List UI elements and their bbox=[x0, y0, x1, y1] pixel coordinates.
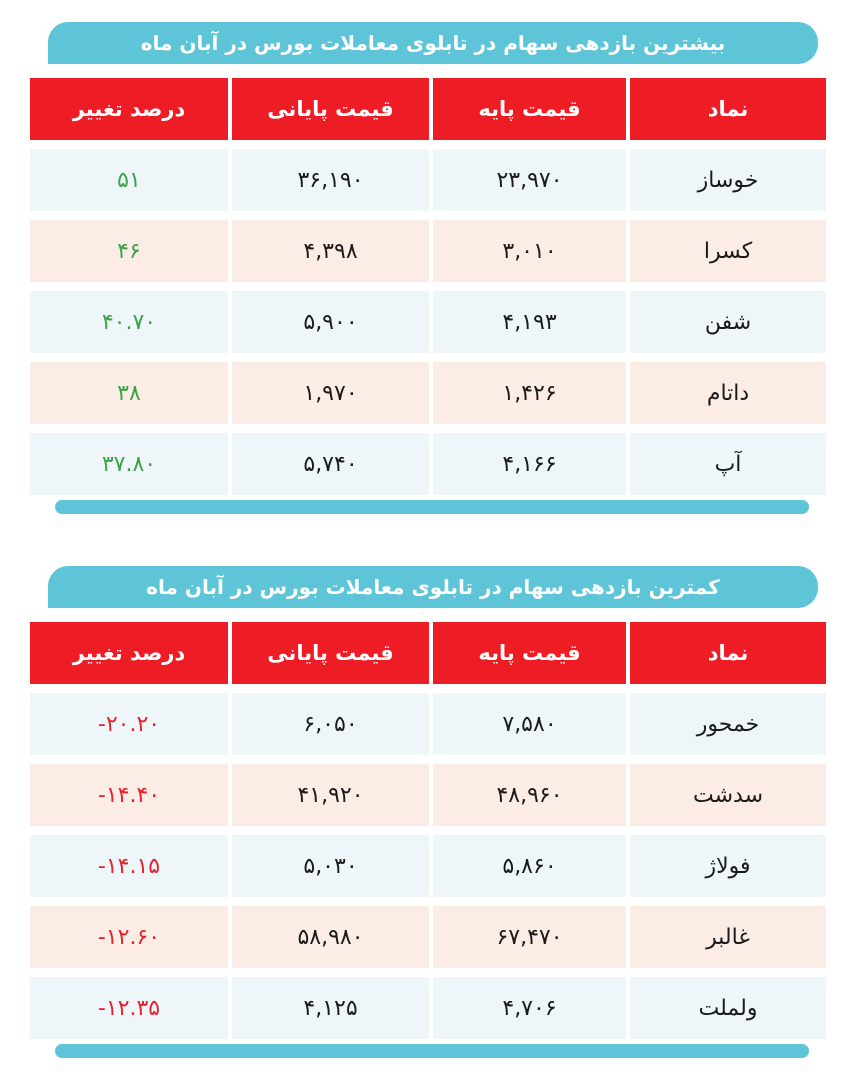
base-price-cell: ۴,۷۰۶ bbox=[433, 977, 626, 1039]
base-price-cell: ۵,۸۶۰ bbox=[433, 835, 626, 897]
close-price-cell: ۱,۹۷۰ bbox=[232, 362, 429, 424]
table-row: خمحور ۷,۵۸۰ ۶,۰۵۰ -۲۰.۲۰ bbox=[30, 693, 826, 755]
table-row: شفن ۴,۱۹۳ ۵,۹۰۰ ۴۰.۷۰ bbox=[30, 291, 826, 353]
table-row: سدشت ۴۸,۹۶۰ ۴۱,۹۲۰ -۱۴.۴۰ bbox=[30, 764, 826, 826]
header-close-price: قیمت پایانی bbox=[232, 78, 429, 140]
close-price-cell: ۵,۷۴۰ bbox=[232, 433, 429, 495]
table-header-row: نماد قیمت پایه قیمت پایانی درصد تغییر bbox=[30, 622, 826, 684]
close-price-cell: ۳۶,۱۹۰ bbox=[232, 149, 429, 211]
base-price-cell: ۴,۱۶۶ bbox=[433, 433, 626, 495]
close-price-cell: ۴,۳۹۸ bbox=[232, 220, 429, 282]
top-table-title: بیشترین بازدهی سهام در تابلوی معاملات بو… bbox=[48, 22, 818, 64]
change-percent-cell: -۱۴.۱۵ bbox=[30, 835, 228, 897]
header-symbol: نماد bbox=[630, 78, 826, 140]
header-change-percent: درصد تغییر bbox=[30, 622, 228, 684]
close-price-cell: ۴,۱۲۵ bbox=[232, 977, 429, 1039]
header-base-price: قیمت پایه bbox=[433, 622, 626, 684]
close-price-cell: ۴۱,۹۲۰ bbox=[232, 764, 429, 826]
header-base-price: قیمت پایه bbox=[433, 78, 626, 140]
symbol-cell: داتام bbox=[630, 362, 826, 424]
table-row: خوساز ۲۳,۹۷۰ ۳۶,۱۹۰ ۵۱ bbox=[30, 149, 826, 211]
close-price-cell: ۵,۰۳۰ bbox=[232, 835, 429, 897]
change-percent-cell: ۳۸ bbox=[30, 362, 228, 424]
symbol-cell: غالبر bbox=[630, 906, 826, 968]
header-change-percent: درصد تغییر bbox=[30, 78, 228, 140]
close-price-cell: ۶,۰۵۰ bbox=[232, 693, 429, 755]
table-header-row: نماد قیمت پایه قیمت پایانی درصد تغییر bbox=[30, 78, 826, 140]
base-price-cell: ۲۳,۹۷۰ bbox=[433, 149, 626, 211]
table-row: کسرا ۳,۰۱۰ ۴,۳۹۸ ۴۶ bbox=[30, 220, 826, 282]
change-percent-cell: ۵۱ bbox=[30, 149, 228, 211]
table-row: ولملت ۴,۷۰۶ ۴,۱۲۵ -۱۲.۳۵ bbox=[30, 977, 826, 1039]
change-percent-cell: ۴۶ bbox=[30, 220, 228, 282]
symbol-cell: فولاژ bbox=[630, 835, 826, 897]
change-percent-cell: -۱۲.۶۰ bbox=[30, 906, 228, 968]
table-row: غالبر ۶۷,۴۷۰ ۵۸,۹۸۰ -۱۲.۶۰ bbox=[30, 906, 826, 968]
symbol-cell: شفن bbox=[630, 291, 826, 353]
symbol-cell: خمحور bbox=[630, 693, 826, 755]
base-price-cell: ۳,۰۱۰ bbox=[433, 220, 626, 282]
header-symbol: نماد bbox=[630, 622, 826, 684]
bottom-table-title: کمترین بازدهی سهام در تابلوی معاملات بور… bbox=[48, 566, 818, 608]
close-price-cell: ۵۸,۹۸۰ bbox=[232, 906, 429, 968]
close-price-cell: ۵,۹۰۰ bbox=[232, 291, 429, 353]
table-bottom-bar bbox=[55, 1044, 809, 1058]
header-close-price: قیمت پایانی bbox=[232, 622, 429, 684]
change-percent-cell: -۲۰.۲۰ bbox=[30, 693, 228, 755]
change-percent-cell: ۳۷.۸۰ bbox=[30, 433, 228, 495]
base-price-cell: ۴۸,۹۶۰ bbox=[433, 764, 626, 826]
change-percent-cell: ۴۰.۷۰ bbox=[30, 291, 228, 353]
base-price-cell: ۶۷,۴۷۰ bbox=[433, 906, 626, 968]
table-row: آپ ۴,۱۶۶ ۵,۷۴۰ ۳۷.۸۰ bbox=[30, 433, 826, 495]
symbol-cell: آپ bbox=[630, 433, 826, 495]
table-row: داتام ۱,۴۲۶ ۱,۹۷۰ ۳۸ bbox=[30, 362, 826, 424]
base-price-cell: ۷,۵۸۰ bbox=[433, 693, 626, 755]
change-percent-cell: -۱۲.۳۵ bbox=[30, 977, 228, 1039]
table-bottom-bar bbox=[55, 500, 809, 514]
symbol-cell: ولملت bbox=[630, 977, 826, 1039]
table-row: فولاژ ۵,۸۶۰ ۵,۰۳۰ -۱۴.۱۵ bbox=[30, 835, 826, 897]
base-price-cell: ۱,۴۲۶ bbox=[433, 362, 626, 424]
base-price-cell: ۴,۱۹۳ bbox=[433, 291, 626, 353]
change-percent-cell: -۱۴.۴۰ bbox=[30, 764, 228, 826]
symbol-cell: خوساز bbox=[630, 149, 826, 211]
symbol-cell: سدشت bbox=[630, 764, 826, 826]
symbol-cell: کسرا bbox=[630, 220, 826, 282]
